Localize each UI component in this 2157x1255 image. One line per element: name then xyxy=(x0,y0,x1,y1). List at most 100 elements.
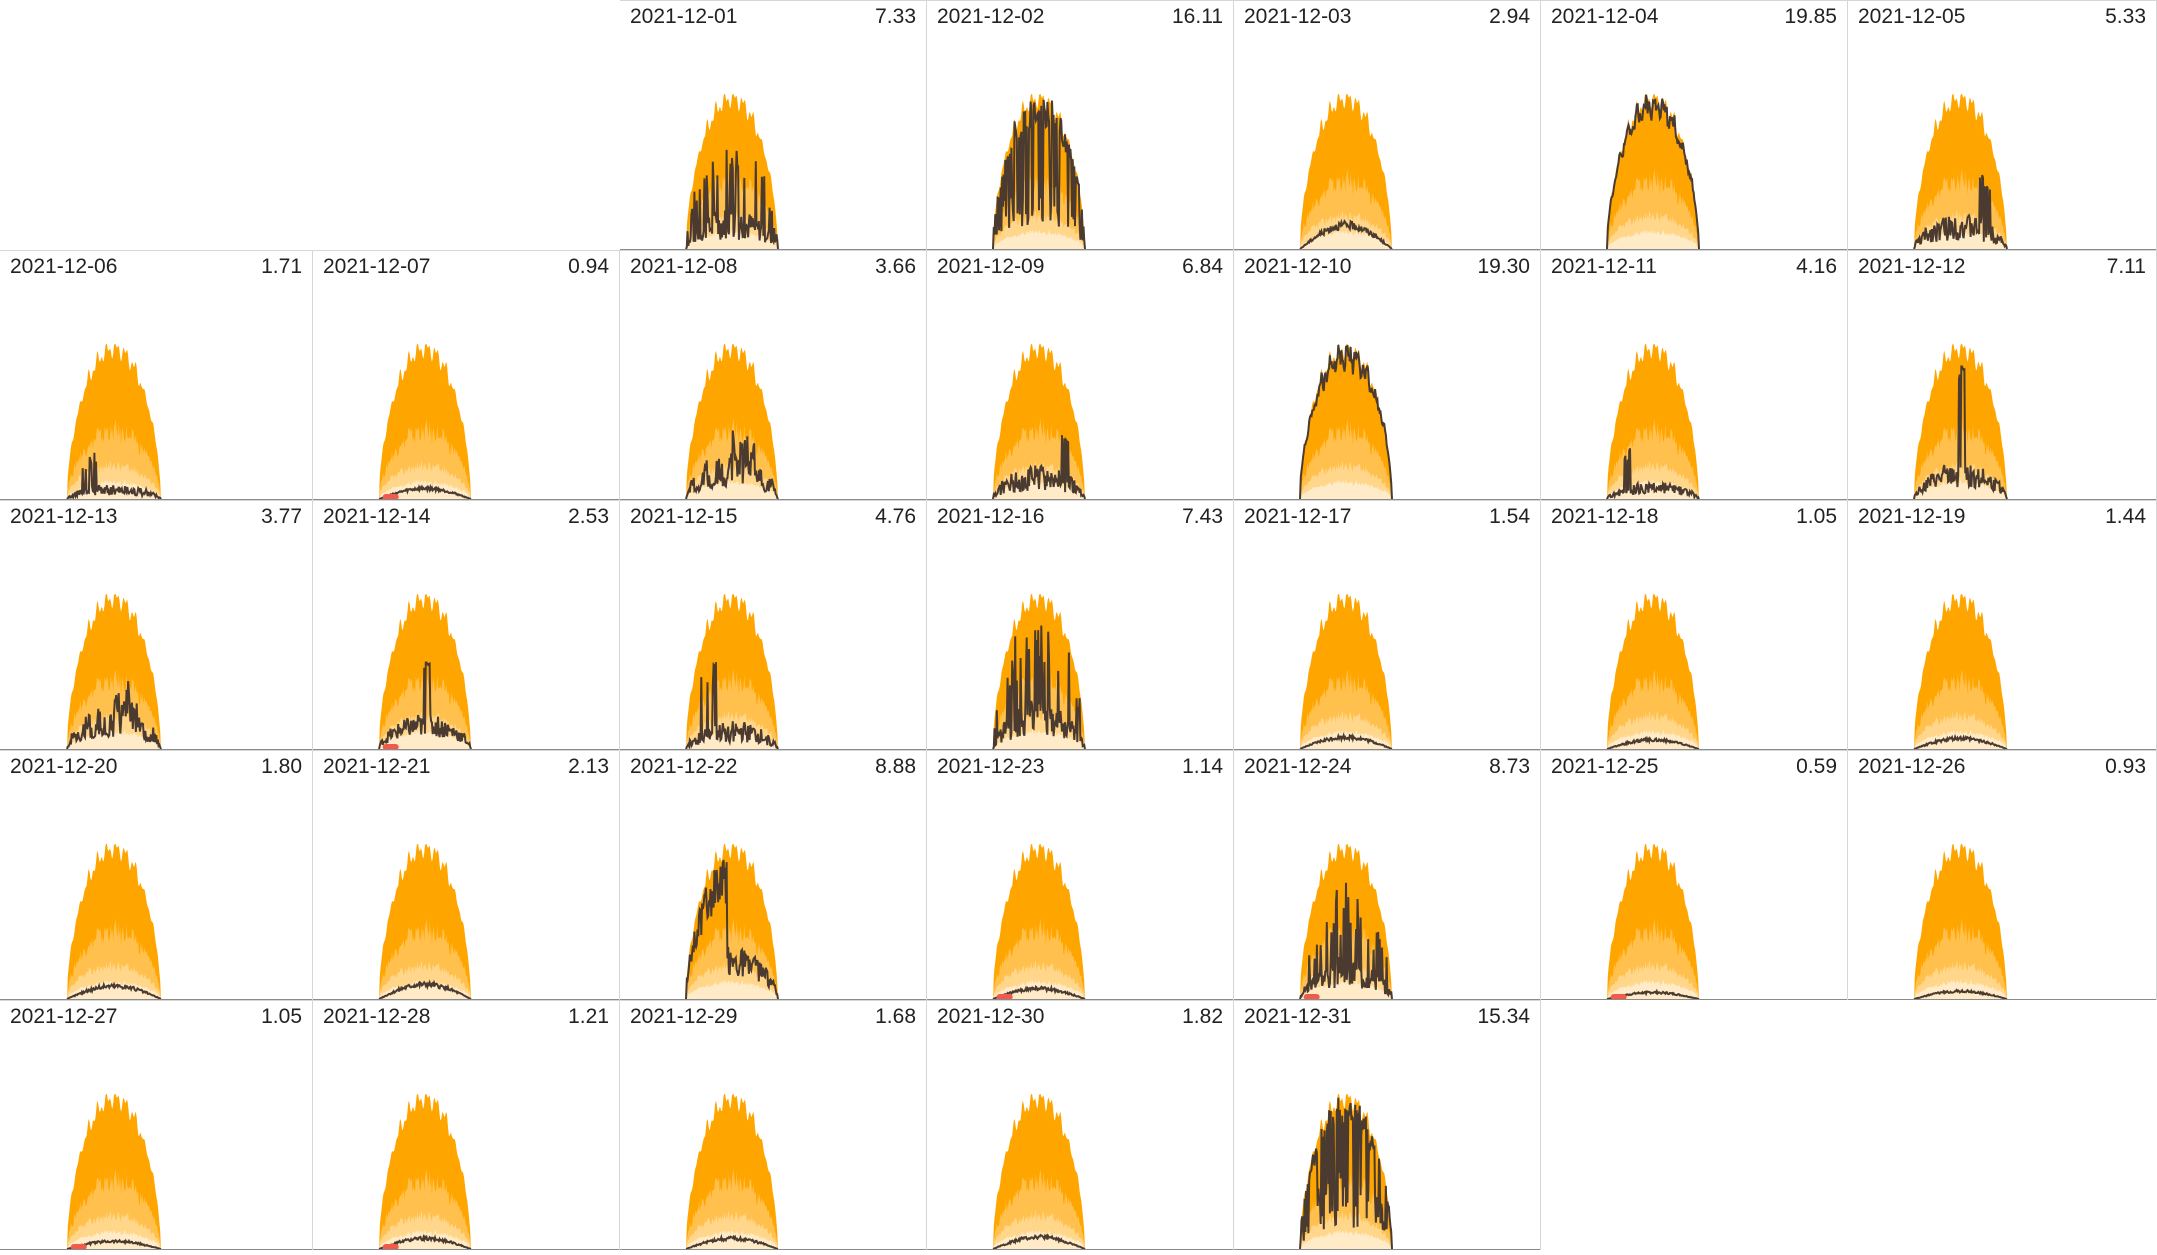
day-date: 2021-12-22 xyxy=(630,755,738,778)
day-chart xyxy=(1234,594,1540,750)
band-min xyxy=(993,229,1085,249)
day-total: 0.94 xyxy=(568,255,609,278)
actual-line xyxy=(1299,1097,1393,1250)
actual-line xyxy=(1913,733,2008,750)
day-chart xyxy=(927,844,1233,1000)
day-chart xyxy=(1541,594,1847,750)
day-chart xyxy=(927,94,1233,250)
actual-line xyxy=(378,661,472,750)
day-cell: 2021-12-02 16.11 xyxy=(927,0,1234,250)
day-chart xyxy=(927,1094,1233,1250)
low-marker xyxy=(1610,994,1627,1000)
day-cell: 2021-12-19 1.44 xyxy=(1848,500,2157,750)
day-cell: 2021-12-06 1.71 xyxy=(0,250,313,500)
day-total: 16.11 xyxy=(1172,5,1223,28)
day-total: 15.34 xyxy=(1477,1005,1530,1028)
day-date: 2021-12-15 xyxy=(630,505,738,528)
band-min xyxy=(1607,229,1699,249)
day-total: 8.88 xyxy=(875,755,916,778)
day-cell: 2021-12-17 1.54 xyxy=(1234,500,1541,750)
day-chart xyxy=(620,844,926,1000)
day-chart xyxy=(1234,344,1540,500)
actual-line xyxy=(685,430,779,500)
actual-line xyxy=(378,1233,472,1250)
day-total: 1.05 xyxy=(1796,505,1837,528)
day-total: 1.71 xyxy=(261,255,302,278)
day-total: 4.76 xyxy=(875,505,916,528)
actual-line xyxy=(378,979,472,1000)
day-date: 2021-12-30 xyxy=(937,1005,1045,1028)
day-chart xyxy=(927,344,1233,500)
day-total: 1.05 xyxy=(261,1005,302,1028)
band-min xyxy=(993,729,1085,749)
low-marker xyxy=(382,744,399,750)
band-min xyxy=(67,729,161,749)
actual-line xyxy=(1299,731,1393,750)
low-marker xyxy=(1303,994,1320,1000)
day-cell: 2021-12-14 2.53 xyxy=(313,500,620,750)
day-cell: 2021-12-24 8.73 xyxy=(1234,750,1541,1000)
day-cell: 2021-12-08 3.66 xyxy=(620,250,927,500)
actual-line xyxy=(1299,882,1393,1000)
day-cell: 2021-12-30 1.82 xyxy=(927,1000,1234,1250)
day-date: 2021-12-06 xyxy=(10,255,118,278)
day-date: 2021-12-29 xyxy=(630,1005,738,1028)
day-total: 2.94 xyxy=(1489,5,1530,28)
day-total: 5.33 xyxy=(2105,5,2146,28)
day-chart xyxy=(0,1094,312,1250)
actual-line xyxy=(1913,988,2008,1000)
day-date: 2021-12-13 xyxy=(10,505,118,528)
day-cell: 2021-12-10 19.30 xyxy=(1234,250,1541,500)
actual-line xyxy=(992,1233,1086,1250)
low-marker xyxy=(996,994,1013,1000)
day-total: 7.11 xyxy=(2106,255,2146,278)
day-total: 3.66 xyxy=(875,255,916,278)
actual-line xyxy=(66,452,162,500)
day-total: 0.59 xyxy=(1796,755,1837,778)
day-date: 2021-12-10 xyxy=(1244,255,1352,278)
day-chart xyxy=(0,344,312,500)
low-marker xyxy=(382,494,399,500)
day-date: 2021-12-01 xyxy=(630,5,738,28)
day-date: 2021-12-27 xyxy=(10,1005,118,1028)
day-total: 1.14 xyxy=(1182,755,1223,778)
day-chart xyxy=(313,1094,619,1250)
actual-line xyxy=(66,981,162,1000)
day-date: 2021-12-05 xyxy=(1858,5,1966,28)
day-total: 1.21 xyxy=(568,1005,609,1028)
band-min xyxy=(686,229,778,249)
day-total: 7.33 xyxy=(875,5,916,28)
day-total: 7.43 xyxy=(1182,505,1223,528)
day-total: 0.93 xyxy=(2105,755,2146,778)
day-total: 1.44 xyxy=(2105,505,2146,528)
band-min xyxy=(1914,479,2007,499)
band-min xyxy=(1300,479,1392,499)
day-total: 4.16 xyxy=(1796,255,1837,278)
band-min xyxy=(993,1229,1085,1249)
band-min xyxy=(1607,729,1699,749)
day-chart xyxy=(1848,94,2156,250)
day-chart xyxy=(927,594,1233,750)
day-chart xyxy=(0,594,312,750)
day-date: 2021-12-20 xyxy=(10,755,118,778)
actual-line xyxy=(992,435,1086,500)
day-chart xyxy=(1848,344,2156,500)
day-cell: 2021-12-23 1.14 xyxy=(927,750,1234,1000)
day-cell: 2021-12-05 5.33 xyxy=(1848,0,2157,250)
day-chart xyxy=(1541,344,1847,500)
day-cell: 2021-12-04 19.85 xyxy=(1541,0,1848,250)
band-min xyxy=(686,479,778,499)
day-cell: 2021-12-21 2.13 xyxy=(313,750,620,1000)
actual-line xyxy=(66,681,162,750)
day-cell: 2021-12-26 0.93 xyxy=(1848,750,2157,1000)
actual-line xyxy=(1299,218,1393,250)
day-cell: 2021-12-11 4.16 xyxy=(1541,250,1848,500)
day-total: 2.53 xyxy=(568,505,609,528)
day-chart xyxy=(313,594,619,750)
actual-line xyxy=(1606,448,1700,500)
day-total: 19.30 xyxy=(1477,255,1530,278)
day-cell: 2021-12-12 7.11 xyxy=(1848,250,2157,500)
day-cell: 2021-12-27 1.05 xyxy=(0,1000,313,1250)
day-date: 2021-12-23 xyxy=(937,755,1045,778)
